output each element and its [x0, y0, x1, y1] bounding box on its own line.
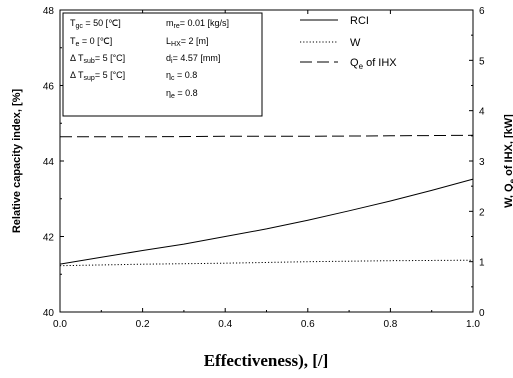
y-left-tick-label: 44 [43, 157, 55, 168]
x-tick-label: 0.6 [301, 319, 315, 330]
series-line-qe-of-ihx [60, 134, 474, 138]
condition-6: di= 4.57 [mm] [166, 53, 220, 65]
condition-8: ηe = 0.8 [166, 88, 198, 100]
condition-1: Te = 0 [℃] [70, 36, 112, 48]
condition-3: Δ Tsup= 5 [°C] [70, 70, 125, 82]
x-axis-label: Effectiveness), [/] [204, 351, 329, 370]
y-right-tick-label: 6 [479, 6, 485, 17]
series-line-w [59, 259, 474, 267]
legend-label: RCI [350, 15, 369, 27]
conditions-frame [62, 12, 263, 117]
y-axis-right-label: W, Qe of IHX, [kW] [503, 114, 513, 208]
y-axis-left-label: Relative capacity index, [%] [11, 89, 23, 234]
condition-4: mre= 0.01 [kg/s] [166, 18, 229, 30]
y-right-tick-label: 3 [479, 157, 485, 168]
y-right-tick-label: 0 [479, 308, 485, 319]
y-right-tick-label: 2 [479, 207, 485, 218]
y-right-tick-label: 5 [479, 56, 485, 67]
series-line-rci [59, 178, 474, 265]
legend: RCI W Qe of IHX [300, 15, 397, 71]
y-right-tick-label: 4 [479, 107, 485, 118]
y-right-tick-label: 1 [479, 258, 485, 269]
y-left-tick-label: 46 [43, 82, 55, 93]
condition-5: LHX= 2 [m] [166, 36, 209, 48]
legend-label: W [350, 37, 361, 49]
x-tick-label: 0.2 [136, 319, 150, 330]
x-tick-label: 0.8 [383, 319, 397, 330]
x-tick-label: 0.0 [53, 319, 67, 330]
condition-2: Δ Tsub= 5 [°C] [70, 53, 125, 65]
y-left-tick-label: 40 [43, 308, 55, 319]
x-tick-label: 0.4 [218, 319, 232, 330]
condition-7: ηc = 0.8 [166, 70, 197, 82]
legend-label: Qe of IHX [350, 57, 397, 71]
y-left-tick-label: 42 [43, 233, 55, 244]
condition-0: Tgc = 50 [℃] [70, 18, 121, 30]
y-left-tick-label: 48 [43, 6, 55, 17]
x-tick-label: 1.0 [466, 319, 480, 330]
conditions-box: Tgc = 50 [℃] Te = 0 [℃] Δ Tsub= 5 [°C] Δ Ts… [62, 12, 263, 117]
